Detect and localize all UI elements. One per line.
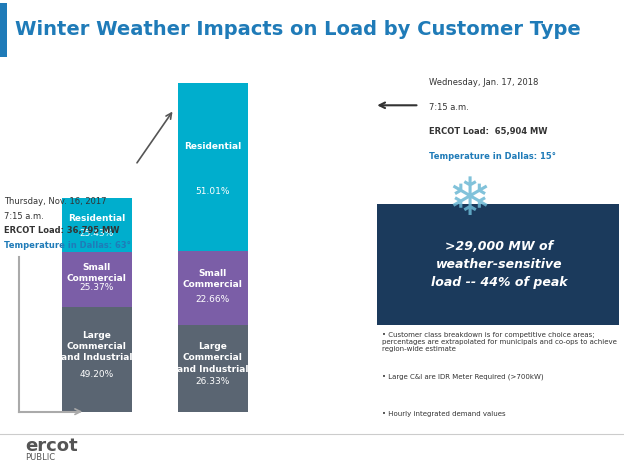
Text: ERCOT Load: 36,795 MW: ERCOT Load: 36,795 MW [4, 226, 119, 236]
Text: Winter Weather Impacts on Load by Customer Type: Winter Weather Impacts on Load by Custom… [14, 20, 580, 40]
Text: Large
Commercial
and Industrial: Large Commercial and Industrial [177, 343, 248, 373]
Text: • Hourly integrated demand values: • Hourly integrated demand values [382, 412, 505, 418]
Text: Small
Commercial: Small Commercial [183, 269, 243, 289]
Text: PUBLIC: PUBLIC [25, 453, 55, 461]
Text: • Customer class breakdown is for competitive choice areas; percentages are extr: • Customer class breakdown is for compet… [382, 332, 617, 352]
Text: Residential: Residential [184, 142, 241, 151]
Text: 51.01%: 51.01% [195, 188, 230, 196]
Text: 22.66%: 22.66% [196, 295, 230, 303]
FancyBboxPatch shape [62, 198, 132, 252]
Text: 25.43%: 25.43% [80, 229, 114, 238]
Text: 26.33%: 26.33% [195, 377, 230, 386]
FancyBboxPatch shape [178, 83, 248, 251]
Text: ercot: ercot [25, 437, 77, 455]
FancyBboxPatch shape [377, 204, 619, 325]
Text: ERCOT Load:  65,904 MW: ERCOT Load: 65,904 MW [429, 127, 548, 136]
Text: • Large C&I are IDR Meter Required (>700kW): • Large C&I are IDR Meter Required (>700… [382, 374, 544, 380]
FancyBboxPatch shape [62, 252, 132, 307]
FancyBboxPatch shape [178, 325, 248, 412]
Text: Temperature in Dallas: 63°: Temperature in Dallas: 63° [4, 241, 131, 250]
Text: 7:15 a.m.: 7:15 a.m. [429, 103, 469, 112]
FancyBboxPatch shape [0, 3, 7, 57]
Text: >29,000 MW of
weather-sensitive
load -- 44% of peak: >29,000 MW of weather-sensitive load -- … [431, 240, 567, 289]
Text: Wednesday, Jan. 17, 2018: Wednesday, Jan. 17, 2018 [429, 78, 539, 87]
Text: Temperature in Dallas: 15°: Temperature in Dallas: 15° [429, 152, 557, 161]
Text: Residential: Residential [68, 214, 125, 223]
Text: Large
Commercial
and Industrial: Large Commercial and Industrial [61, 331, 132, 362]
Text: 49.20%: 49.20% [80, 370, 114, 379]
Text: 7:15 a.m.: 7:15 a.m. [4, 212, 44, 220]
Text: Thursday, Nov. 16, 2017: Thursday, Nov. 16, 2017 [4, 197, 106, 206]
FancyBboxPatch shape [62, 307, 132, 412]
Text: ❄: ❄ [447, 174, 491, 226]
Text: 25.37%: 25.37% [79, 283, 114, 292]
FancyBboxPatch shape [178, 251, 248, 325]
Text: Small
Commercial: Small Commercial [67, 263, 127, 283]
